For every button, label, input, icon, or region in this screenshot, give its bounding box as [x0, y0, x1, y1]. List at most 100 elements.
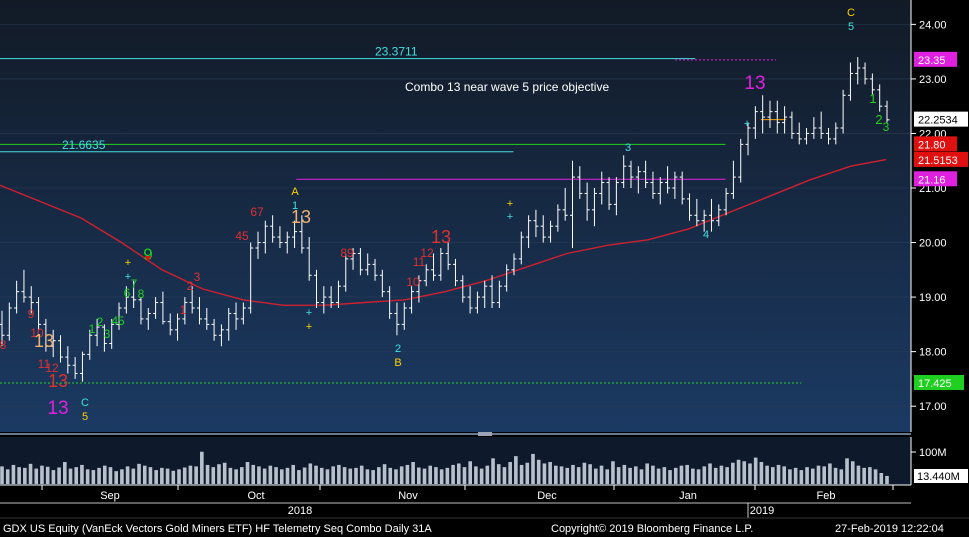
volume-bar — [439, 469, 444, 484]
volume-bar — [485, 465, 490, 484]
volume-bar — [662, 467, 667, 484]
sequence-marker: 10 — [406, 275, 420, 289]
ohlc-bar — [738, 138, 744, 183]
ohlc-bar — [72, 357, 78, 379]
ohlc-bar — [599, 171, 605, 205]
volume-bar — [114, 471, 118, 484]
pane-resize-handle[interactable] — [478, 432, 492, 436]
sequence-marker: 1 — [180, 303, 187, 317]
volume-bar — [5, 469, 10, 484]
ohlc-bar — [343, 253, 349, 292]
volume-bar — [234, 469, 238, 484]
ohlc-bar — [21, 269, 27, 303]
ohlc-bar — [548, 220, 554, 243]
volume-bar — [188, 465, 193, 484]
ohlc-bar — [401, 302, 407, 330]
volume-bar — [588, 464, 592, 484]
ohlc-bar — [584, 182, 590, 221]
sequence-marker: 3 — [883, 120, 890, 134]
sequence-marker: 89 — [340, 246, 354, 260]
ohlc-bar — [467, 286, 473, 314]
volume-last-box — [914, 469, 968, 483]
volume-bar — [142, 465, 147, 484]
svg-text:17.425: 17.425 — [918, 378, 952, 390]
volume-bar — [799, 470, 804, 484]
ohlc-bar — [255, 231, 261, 259]
volume-bar — [200, 451, 204, 484]
y-tick-label: 24.00 — [919, 19, 947, 31]
x-year-label: 2019 — [750, 505, 774, 517]
ohlc-bar — [708, 198, 714, 232]
sequence-marker: A — [291, 186, 299, 198]
volume-bar — [725, 467, 729, 484]
sequence-marker: C — [81, 397, 89, 409]
ohlc-bar — [116, 302, 122, 330]
ohlc-bar — [504, 264, 510, 292]
volume-bar — [268, 465, 273, 484]
timestamp-text: 27-Feb-2019 12:22:04 — [835, 523, 944, 535]
ohlc-bar — [694, 198, 700, 227]
sequence-marker: 45 — [235, 229, 249, 243]
volume-bar — [348, 468, 353, 484]
ohlc-bar — [50, 329, 56, 358]
volume-bar — [856, 465, 861, 484]
sequence-marker: + — [507, 211, 513, 223]
volume-bar — [262, 468, 267, 484]
volume-bar — [508, 462, 512, 484]
sequence-marker: + — [306, 307, 312, 319]
ohlc-bar — [153, 297, 159, 319]
sequence-marker: 2 — [97, 315, 104, 329]
ohlc-bar — [431, 253, 437, 281]
volume-bar — [377, 467, 381, 484]
volume-bar — [314, 465, 318, 484]
volume-bar — [622, 464, 627, 484]
volume-bar — [394, 469, 398, 484]
sequence-marker: 10 — [30, 326, 44, 340]
volume-bar — [417, 467, 421, 484]
ohlc-bar — [262, 220, 268, 254]
volume-bar — [628, 467, 632, 484]
volume-bar — [839, 469, 844, 484]
y-tick-label: 17.00 — [919, 401, 947, 413]
ohlc-bar — [884, 100, 890, 123]
ohlc-bar — [123, 286, 129, 314]
ohlc-bar — [0, 310, 5, 347]
volume-bar — [451, 464, 455, 484]
volume-bar — [496, 464, 501, 484]
ohlc-bar — [767, 100, 773, 128]
volume-bar — [125, 466, 130, 484]
level-line-label: 21.6635 — [62, 138, 106, 152]
volume-bar — [491, 458, 495, 484]
ohlc-bar — [284, 231, 290, 254]
ohlc-bar — [160, 291, 166, 325]
volume-bar — [571, 464, 575, 484]
ohlc-bar — [14, 280, 20, 314]
volume-bar — [177, 469, 181, 484]
volume-bar — [68, 468, 73, 484]
sell-arrow-icon — [145, 256, 151, 262]
sequence-marker: 3 — [625, 142, 631, 154]
volume-bar — [719, 465, 724, 484]
volume-bar — [160, 467, 164, 484]
plot-background — [0, 0, 911, 432]
volume-bars — [0, 451, 889, 484]
volume-bar — [371, 470, 375, 484]
volume-bar — [599, 465, 604, 484]
ohlc-bar — [438, 248, 444, 281]
volume-bar — [365, 469, 370, 484]
sequence-marker: 2 — [875, 112, 882, 127]
sequence-marker: 4 — [703, 229, 709, 241]
ohlc-bar — [58, 335, 64, 363]
sequence-marker: + — [125, 271, 131, 283]
volume-bar — [194, 466, 198, 484]
ohlc-bar — [175, 313, 181, 341]
ohlc-bar — [306, 237, 312, 281]
ohlc-bar — [292, 220, 298, 248]
volume-bar — [776, 464, 781, 484]
volume-bar — [11, 464, 16, 484]
svg-text:22.2534: 22.2534 — [918, 115, 958, 127]
volume-bar — [205, 464, 210, 484]
ohlc-bar — [248, 242, 254, 314]
ohlc-bar — [811, 117, 817, 139]
